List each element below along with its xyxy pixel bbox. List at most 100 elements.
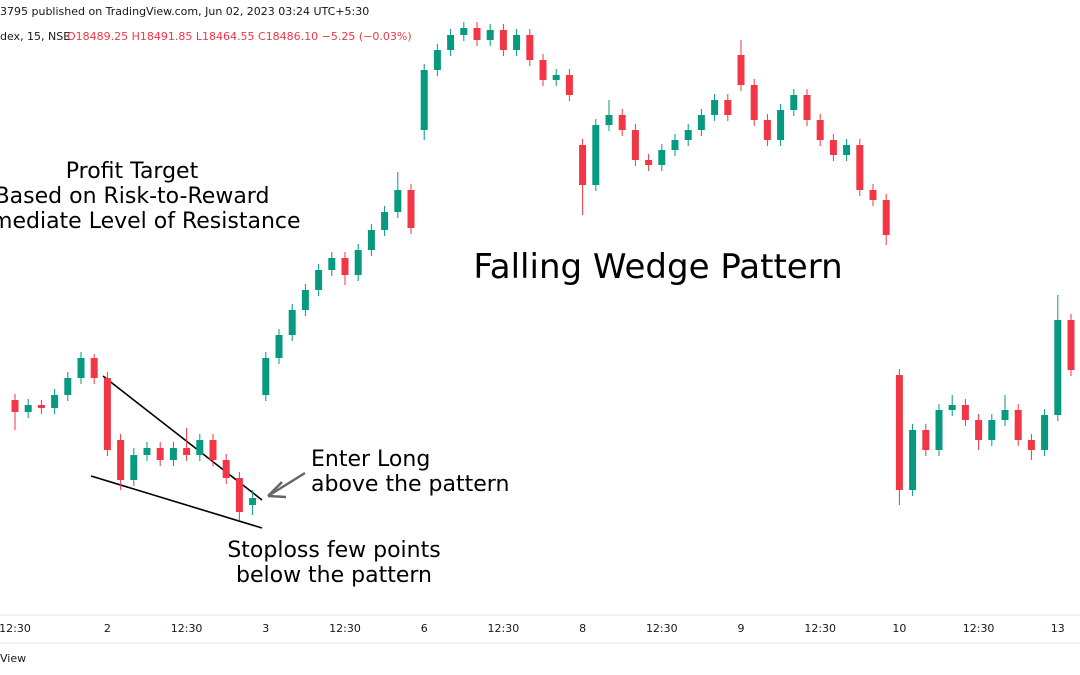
annotation: Profit Target — [66, 159, 199, 184]
candle-body — [697, 115, 705, 130]
candle-body — [1014, 410, 1022, 440]
candle-body — [909, 430, 917, 490]
candle-body — [526, 35, 534, 60]
wedge-lower-line — [90, 475, 263, 529]
candle-body — [737, 55, 745, 85]
candle-body — [961, 405, 969, 420]
candle-body — [895, 375, 903, 490]
candle-body — [354, 250, 362, 275]
brand: View — [0, 652, 26, 665]
annotation: above the pattern — [311, 472, 509, 497]
x-tick-label: 3 — [262, 622, 269, 635]
candle-body — [579, 145, 587, 185]
x-tick-label: 12:30 — [804, 622, 836, 635]
candle-body — [249, 498, 257, 505]
candle-body — [328, 258, 336, 270]
candle-body — [948, 405, 956, 410]
candle-body — [539, 60, 547, 80]
candle-body — [407, 190, 415, 228]
candle-body — [341, 258, 349, 275]
candle-body — [183, 448, 191, 455]
candle-body — [790, 95, 798, 110]
candle-body — [367, 230, 375, 250]
candle-body — [618, 115, 626, 130]
annotation: below the pattern — [236, 563, 432, 588]
candle-body — [816, 120, 824, 140]
candle-body — [486, 30, 494, 40]
candle-body — [262, 358, 270, 395]
x-tick-label: 9 — [738, 622, 745, 635]
candle-body — [24, 405, 32, 412]
candle-body — [64, 378, 72, 395]
candle-body — [77, 358, 85, 378]
candle-body — [11, 400, 19, 412]
x-tick-label: 12:30 — [329, 622, 361, 635]
candle-body — [777, 110, 785, 140]
candle-body — [988, 420, 996, 440]
x-tick-label: 10 — [892, 622, 906, 635]
candle-body — [869, 190, 877, 200]
published-note: 3795 published on TradingView.com, Jun 0… — [0, 5, 369, 18]
candle-body — [724, 100, 732, 115]
candle-body — [565, 75, 573, 95]
candle-body — [117, 440, 125, 480]
ohlc: O18489.25 H18491.85 L18464.55 C18486.10 … — [67, 30, 412, 43]
candle-body — [605, 115, 613, 125]
candle-body — [103, 378, 111, 450]
candle-body — [143, 448, 151, 455]
candle-body — [473, 28, 481, 40]
candle-body — [843, 145, 851, 155]
candle-body — [196, 440, 204, 455]
candle-body — [235, 478, 243, 512]
candle-body — [552, 75, 560, 80]
candle-body — [209, 440, 217, 460]
candle-body — [288, 310, 296, 335]
candle-body — [51, 395, 59, 408]
chart-title: Falling Wedge Pattern — [473, 247, 842, 287]
candle-body — [592, 125, 600, 185]
annotation: Stoploss few points — [227, 538, 440, 563]
wedge-upper-line — [102, 375, 263, 501]
candle-body — [460, 28, 468, 35]
candle-body — [222, 460, 230, 478]
candle-body — [684, 130, 692, 140]
x-tick-label: 12:30 — [488, 622, 520, 635]
candle-body — [975, 420, 983, 440]
candle-body — [631, 130, 639, 160]
x-tick-label: 2 — [104, 622, 111, 635]
candle-body — [447, 35, 455, 50]
candle-body — [922, 430, 930, 450]
candle-body — [1001, 410, 1009, 420]
annotation: Based on Risk-to-Reward — [0, 184, 269, 209]
candle-body — [658, 150, 666, 165]
candle-body — [275, 335, 283, 358]
candle-body — [1067, 320, 1075, 370]
candle-body — [750, 85, 758, 120]
candle-body — [90, 358, 98, 378]
candle-body — [499, 30, 507, 50]
candle-body — [37, 405, 45, 408]
x-tick-label: 6 — [421, 622, 428, 635]
candle-body — [856, 145, 864, 190]
x-tick-label: 12:30 — [646, 622, 678, 635]
candle-body — [711, 100, 719, 115]
symbol: dex, 15, NSE — [0, 30, 70, 43]
annotation: Enter Long — [311, 447, 430, 472]
x-tick-label: 12:30 — [963, 622, 995, 635]
candle-body — [381, 212, 389, 230]
candle-body — [315, 270, 323, 290]
candle-body — [1054, 320, 1062, 415]
x-tick-label: 12:30 — [0, 622, 31, 635]
candle-body — [420, 70, 428, 130]
candle-body — [935, 410, 943, 450]
candle-body — [513, 35, 521, 50]
candle-body — [169, 448, 177, 460]
candle-body — [1041, 415, 1049, 450]
x-tick-label: 13 — [1051, 622, 1065, 635]
candle-body — [156, 448, 164, 460]
candle-body — [394, 190, 402, 212]
candle-body — [803, 95, 811, 120]
